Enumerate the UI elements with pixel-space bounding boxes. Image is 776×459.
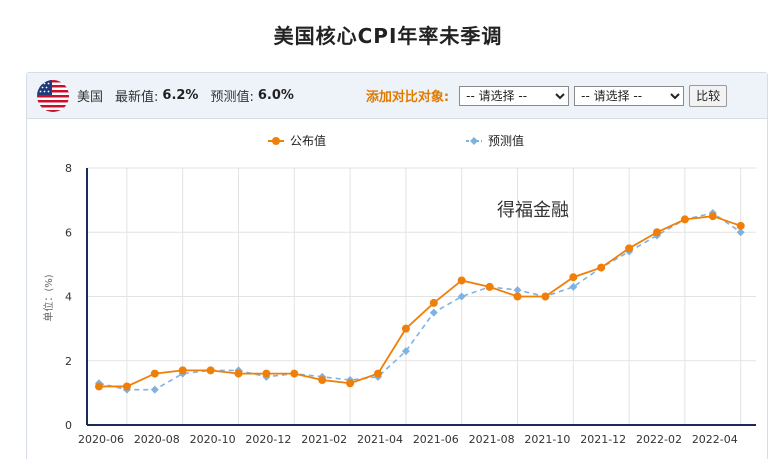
- data-point-published: [346, 379, 355, 388]
- data-point-forecast: [457, 292, 466, 301]
- x-tick-label: 2021-10: [524, 433, 570, 446]
- compare-button[interactable]: 比较: [689, 84, 728, 107]
- data-point-published: [541, 292, 550, 301]
- data-point-forecast: [513, 286, 522, 295]
- legend-label[interactable]: 预测值: [488, 133, 524, 148]
- data-point-published: [653, 228, 661, 237]
- data-point-published: [680, 215, 689, 224]
- y-tick-label: 6: [65, 226, 72, 239]
- data-point-published: [206, 366, 215, 375]
- data-point-forecast: [736, 228, 745, 237]
- chart-panel: 美国 最新值: 6.2% 预测值: 6.0% 添加对比对象: -- 请选择 --…: [26, 72, 768, 459]
- y-tick-label: 8: [65, 162, 72, 175]
- y-tick-label: 4: [65, 291, 72, 304]
- data-point-published: [401, 324, 410, 333]
- data-point-published: [513, 292, 522, 301]
- latest-label: 最新值:: [115, 90, 159, 105]
- x-tick-label: 2020-08: [134, 433, 180, 446]
- data-point-published: [95, 382, 103, 391]
- x-tick-label: 2021-12: [580, 433, 626, 446]
- data-point-published: [736, 221, 745, 230]
- data-point-forecast: [429, 308, 438, 317]
- data-point-forecast: [401, 347, 410, 356]
- data-point-published: [485, 282, 494, 291]
- data-point-published: [290, 369, 299, 378]
- legend-label[interactable]: 公布值: [290, 133, 326, 148]
- data-point-forecast: [569, 282, 578, 291]
- data-point-forecast: [150, 385, 159, 394]
- legend-marker-published: [272, 137, 280, 145]
- series-line-published: [99, 215, 741, 388]
- legend[interactable]: 公布值 预测值: [268, 133, 524, 148]
- x-tick-label: 2021-02: [301, 433, 347, 446]
- us-flag-icon: [37, 79, 69, 112]
- x-tick-label: 2020-06: [78, 433, 124, 446]
- y-tick-label: 0: [65, 419, 72, 432]
- forecast-value: 6.0%: [257, 88, 294, 103]
- legend-marker-forecast: [470, 137, 478, 145]
- x-tick-label: 2020-12: [245, 433, 291, 446]
- axes: 0 2 4 6 8 2020-06 2020-08 2020-10 2020-12 2021-02…: [65, 162, 756, 446]
- forecast-label: 预测值:: [210, 90, 254, 105]
- data-point-published: [569, 273, 578, 282]
- compare-select-1[interactable]: -- 请选择 --: [459, 85, 570, 106]
- data-point-published: [122, 382, 131, 391]
- toolbar: 美国 最新值: 6.2% 预测值: 6.0% 添加对比对象: -- 请选择 --…: [27, 73, 767, 119]
- compare-select-2[interactable]: -- 请选择 --: [574, 85, 685, 106]
- x-tick-label: 2021-08: [469, 433, 515, 446]
- x-tick-label: 2020-10: [190, 433, 236, 446]
- data-point-published: [150, 369, 159, 378]
- x-tick-label: 2021-04: [357, 433, 403, 446]
- data-point-published: [625, 244, 634, 253]
- y-axis-label: 单位：(%): [42, 274, 55, 321]
- x-tick-label: 2021-06: [413, 433, 459, 446]
- page-title: 美国核心CPI年率未季调: [273, 24, 503, 48]
- data-point-published: [318, 376, 327, 385]
- series: [95, 208, 745, 394]
- y-tick-label: 2: [65, 355, 72, 368]
- data-point-published: [708, 212, 717, 221]
- data-point-published: [457, 276, 466, 285]
- data-point-published: [178, 366, 187, 375]
- latest-value: 6.2%: [162, 88, 199, 103]
- x-tick-label: 2022-04: [692, 433, 738, 446]
- grid: [87, 167, 756, 425]
- country-label: 美国: [77, 90, 104, 105]
- data-point-published: [374, 369, 382, 378]
- watermark-text: 得福金融: [497, 200, 569, 221]
- data-point-published: [429, 298, 438, 307]
- data-point-published: [234, 369, 243, 378]
- x-tick-label: 2022-02: [636, 433, 682, 446]
- data-point-published: [262, 369, 271, 378]
- compare-label: 添加对比对象:: [365, 90, 450, 105]
- data-point-published: [597, 263, 606, 272]
